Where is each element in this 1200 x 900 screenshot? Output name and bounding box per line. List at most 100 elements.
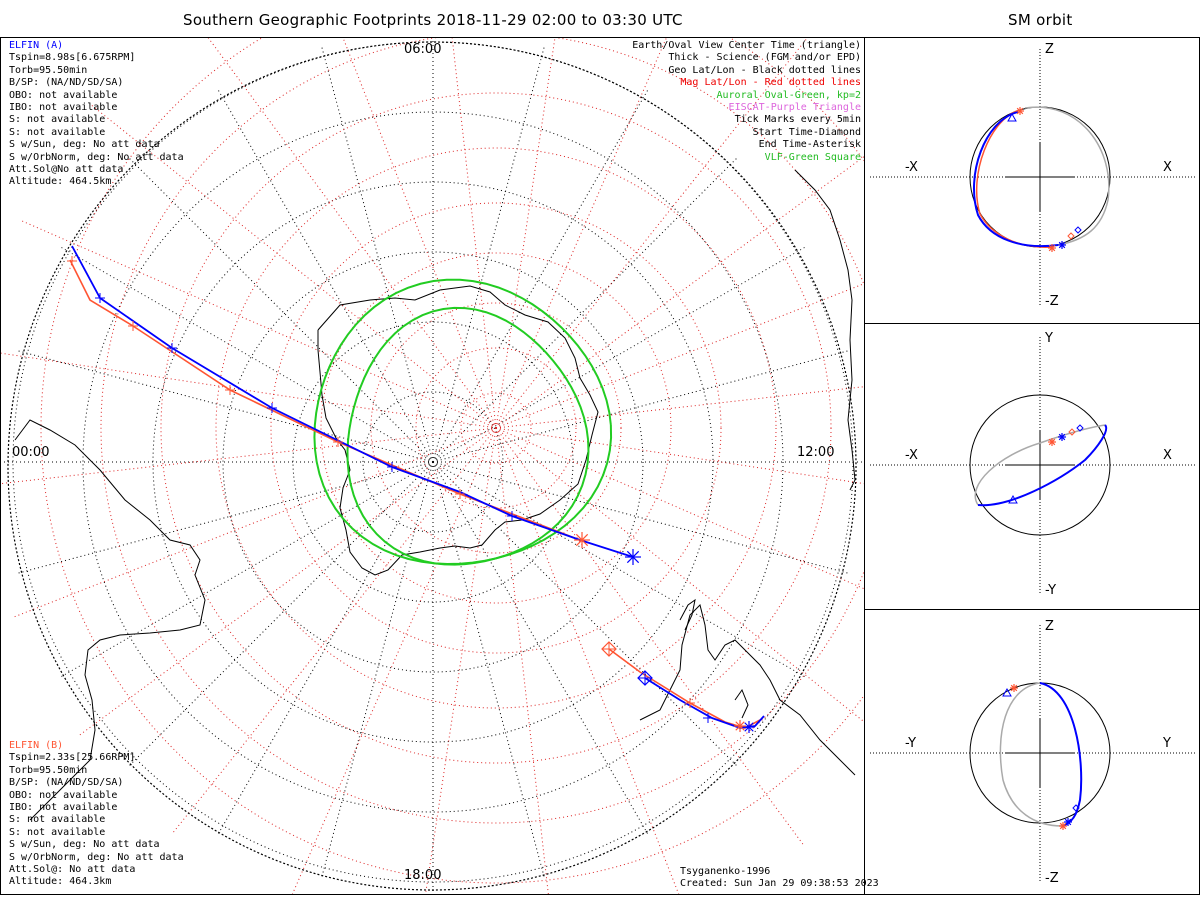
elfin-a-line: OBO: not available bbox=[9, 89, 118, 101]
coastline bbox=[794, 169, 856, 491]
sm2-label-bottom: -Y bbox=[1045, 583, 1057, 598]
sm2-label-top: Y bbox=[1045, 331, 1053, 346]
earth-limb bbox=[7, 41, 857, 891]
footer: Tsyganenko-1996 Created: Sun Jan 29 09:3… bbox=[680, 866, 879, 891]
geo-lon-line bbox=[432, 461, 806, 678]
end-asterisk-icon bbox=[1016, 107, 1024, 115]
geo-lon-line bbox=[128, 157, 434, 463]
legend-item: End Time-Asterisk bbox=[758, 139, 861, 151]
legend: Earth/Oval View Center Time (triangle) T… bbox=[632, 40, 861, 164]
mag-lat-circle bbox=[415, 347, 577, 509]
sm1-label-bottom: -Z bbox=[1045, 294, 1059, 309]
elfin-b-line: OBO: not available bbox=[9, 789, 118, 801]
mag-lon-line bbox=[495, 0, 684, 429]
sm3-label-left: -Y bbox=[905, 736, 917, 751]
legend-item: Start Time-Diamond bbox=[752, 126, 861, 138]
mag-lon-line bbox=[447, 0, 497, 429]
mag-lat-circle bbox=[215, 147, 777, 709]
created-label: Created: Sun Jan 29 09:38:53 2023 bbox=[680, 878, 879, 890]
mag-lon-line bbox=[19, 219, 497, 429]
geo-lat-circle bbox=[82, 111, 784, 813]
mag-lon-line bbox=[0, 352, 497, 429]
geo-lat-circle bbox=[222, 251, 644, 673]
elfin-b-info: ELFIN (B) Tspin=2.33s[25.66RPM] Torb=95.… bbox=[9, 740, 184, 889]
legend-item: EISCAT-Purple Triangle bbox=[728, 102, 861, 114]
elfin-b-track bbox=[608, 648, 761, 729]
page-title: Southern Geographic Footprints 2018-11-2… bbox=[183, 11, 683, 29]
elfin-b-line: Altitude: 464.3km bbox=[9, 876, 112, 888]
sm1-label-left: -X bbox=[905, 160, 918, 175]
sm2-label-right: X bbox=[1163, 448, 1172, 463]
mag-lat-circle bbox=[160, 92, 832, 764]
sm2-label-left: -X bbox=[905, 448, 918, 463]
mag-lon-line bbox=[77, 427, 497, 738]
sm-earth-circle bbox=[969, 394, 1111, 536]
end-asterisk-icon bbox=[1058, 241, 1066, 249]
legend-item: Auroral Oval-Green, kp=2 bbox=[716, 89, 862, 101]
clock-label-right: 12:00 bbox=[797, 445, 835, 460]
sm1-label-right: X bbox=[1163, 160, 1172, 175]
mag-lon-line bbox=[11, 427, 497, 619]
auroral-oval-outer bbox=[313, 278, 613, 566]
elfin-a-name: ELFIN (A) bbox=[9, 40, 64, 51]
geo-lat-circle bbox=[362, 391, 504, 533]
mag-lon-line bbox=[327, 0, 497, 429]
geo-lon-line bbox=[128, 461, 434, 767]
elfin-b-line: S w/OrbNorm, deg: No att data bbox=[9, 851, 184, 863]
geo-lon-line bbox=[432, 350, 849, 463]
start-diamond-icon bbox=[1076, 424, 1084, 432]
legend-item: Thick - Science (FGM and/or EPD) bbox=[668, 52, 861, 64]
sm3-label-right: Y bbox=[1163, 736, 1171, 751]
elfin-b-line: S: not available bbox=[9, 814, 106, 826]
start-diamond-icon bbox=[1068, 428, 1076, 436]
geo-lon-line bbox=[432, 46, 545, 463]
mag-lon-line bbox=[289, 427, 497, 900]
mag-lon-line bbox=[424, 427, 497, 900]
start-diamond-icon bbox=[1067, 232, 1075, 240]
sm-orbit-back bbox=[1024, 106, 1110, 246]
elfin-b-line: IBO: not available bbox=[9, 802, 118, 814]
coastline bbox=[317, 285, 599, 576]
sm1-label-top: Z bbox=[1045, 42, 1054, 57]
elfin-b-line: B/SP: (NA/ND/SD/SA) bbox=[9, 777, 124, 789]
end-asterisk-icon bbox=[735, 721, 745, 731]
mag-lon-line bbox=[495, 118, 915, 429]
mag-lon-line bbox=[495, 427, 973, 637]
mag-lon-line bbox=[186, 9, 497, 429]
mag-lon-line bbox=[495, 427, 903, 753]
mag-lon-line bbox=[495, 427, 682, 900]
geo-lon-line bbox=[17, 350, 434, 463]
end-asterisk-icon bbox=[575, 533, 589, 547]
end-asterisk-icon bbox=[1064, 818, 1072, 826]
coastline bbox=[734, 688, 749, 719]
sm3-label-top: Z bbox=[1045, 619, 1054, 634]
elfin-a-info: ELFIN (A) Tspin=8.98s[6.675RPM] Torb=95.… bbox=[9, 40, 184, 189]
elfin-a-line: Tspin=8.98s[6.675RPM] bbox=[9, 52, 136, 64]
elfin-b-line: S w/Sun, deg: No att data bbox=[9, 839, 160, 851]
triangle-icon bbox=[1007, 112, 1017, 122]
legend-item: Earth/Oval View Center Time (triangle) bbox=[632, 40, 861, 51]
end-asterisk-icon bbox=[626, 550, 640, 564]
elfin-a-line: Altitude: 464.5km bbox=[9, 176, 112, 188]
mag-lat-circle bbox=[320, 252, 672, 604]
mag-lon-line bbox=[171, 427, 497, 835]
geo-lon-line bbox=[217, 461, 434, 835]
elfin-a-line: Att.Sol@No att data bbox=[9, 164, 124, 176]
mag-lon-line bbox=[89, 103, 497, 429]
elfin-a-track bbox=[644, 677, 765, 729]
geo-lon-line bbox=[432, 89, 649, 463]
end-asterisk-icon bbox=[1048, 244, 1056, 252]
elfin-a-line: S w/OrbNorm, deg: No att data bbox=[9, 151, 184, 163]
geo-lon-line bbox=[17, 461, 434, 574]
mag-lon-line bbox=[495, 427, 550, 900]
elfin-a-line: B/SP: (NA/ND/SD/SA) bbox=[9, 77, 124, 89]
legend-item: Tick Marks every 5min bbox=[734, 114, 861, 126]
geo-lon-line bbox=[217, 89, 434, 463]
geo-lon-line bbox=[432, 246, 806, 463]
mag-lon-line bbox=[495, 0, 562, 429]
mag-lat-circle bbox=[460, 392, 532, 464]
mag-lon-line bbox=[495, 21, 821, 429]
coastline bbox=[639, 604, 856, 776]
end-asterisk-icon bbox=[1058, 433, 1066, 441]
